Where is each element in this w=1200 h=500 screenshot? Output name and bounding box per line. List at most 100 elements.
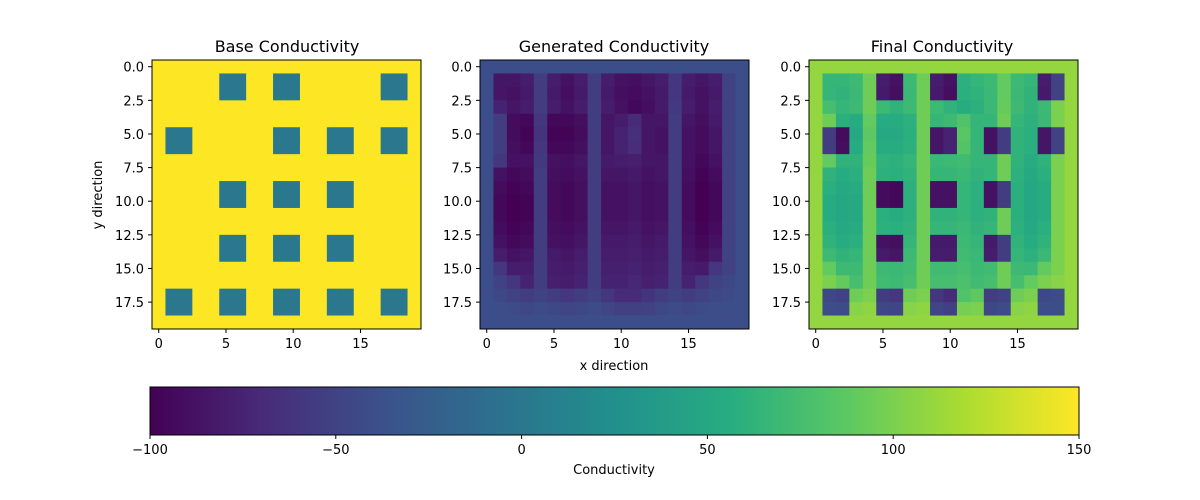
heatmap-cell	[641, 113, 656, 128]
heatmap-cell	[916, 234, 931, 249]
colorbar-tick-label: 150	[1067, 443, 1092, 458]
heatmap-cell	[326, 127, 341, 142]
heatmap-cell	[340, 140, 355, 155]
heatmap-cell	[681, 167, 696, 182]
heatmap-cell	[205, 60, 220, 74]
heatmap-cell	[313, 113, 328, 128]
heatmap-cell	[178, 113, 193, 128]
heatmap-cell	[533, 315, 548, 330]
heatmap-final-cells	[809, 60, 1079, 330]
heatmap-cell	[506, 275, 521, 290]
heatmap-cell	[1037, 207, 1052, 222]
heatmap-cell	[152, 221, 166, 236]
heatmap-cell	[889, 140, 904, 155]
heatmap-cell	[809, 221, 823, 236]
heatmap-cell	[889, 113, 904, 128]
heatmap-cell	[299, 100, 314, 115]
heatmap-cell	[627, 315, 642, 330]
heatmap-cell	[533, 275, 548, 290]
heatmap-cell	[152, 302, 166, 316]
heatmap-cell	[178, 207, 193, 222]
heatmap-cell	[367, 113, 382, 128]
heatmap-cell	[943, 113, 958, 128]
heatmap-cell	[983, 167, 998, 182]
heatmap-cell	[506, 288, 521, 303]
heatmap-cell	[930, 302, 944, 316]
heatmap-cell	[614, 60, 629, 74]
heatmap-cell	[299, 221, 314, 236]
heatmap-cell	[340, 302, 355, 316]
heatmap-cell	[394, 234, 408, 249]
heatmap-cell	[326, 73, 341, 88]
heatmap-cell	[641, 221, 656, 236]
heatmap-cell	[668, 113, 683, 128]
heatmap-cell	[165, 302, 180, 316]
heatmap-cell	[520, 275, 535, 290]
heatmap-cell	[286, 234, 301, 249]
heatmap-cell	[205, 167, 220, 182]
heatmap-cell	[205, 140, 220, 155]
heatmap-cell	[480, 207, 494, 222]
heatmap-cell	[695, 221, 710, 236]
heatmap-cell	[614, 302, 629, 316]
heatmap-cell	[695, 167, 710, 182]
y-tick-label: 2.5	[780, 94, 801, 109]
heatmap-cell	[286, 302, 301, 316]
heatmap-cell	[259, 167, 274, 182]
heatmap-cell	[299, 167, 314, 182]
heatmap-cell	[916, 302, 931, 316]
heatmap-cell	[380, 194, 395, 209]
heatmap-cell	[1064, 207, 1079, 222]
heatmap-cell	[152, 181, 166, 195]
heatmap-cell	[587, 207, 602, 222]
heatmap-cell	[614, 140, 629, 155]
heatmap-cell	[219, 221, 234, 236]
heatmap-cell	[506, 127, 521, 142]
heatmap-cell	[1064, 302, 1079, 316]
heatmap-cell	[259, 261, 274, 276]
heatmap-cell	[480, 181, 494, 195]
y-tick-label: 5.0	[780, 128, 801, 143]
heatmap-cell	[1024, 275, 1039, 290]
heatmap-cell	[480, 167, 494, 182]
heatmap-cell	[849, 261, 864, 276]
heatmap-cell	[407, 100, 422, 115]
heatmap-cell	[849, 113, 864, 128]
x-tick-label: 5	[879, 337, 887, 352]
heatmap-cell	[587, 275, 602, 290]
colorbar-tick-label: 0	[517, 443, 525, 458]
heatmap-cell	[708, 234, 723, 249]
heatmap-cell	[219, 234, 234, 249]
heatmap-cell	[876, 234, 891, 249]
heatmap-cell	[394, 127, 408, 142]
y-tick-label: 12.5	[115, 229, 144, 244]
heatmap-cell	[862, 248, 877, 263]
heatmap-cell	[735, 248, 750, 263]
heatmap-cell	[708, 167, 723, 182]
heatmap-cell	[849, 140, 864, 155]
heatmap-cell	[493, 315, 508, 330]
heatmap-cell	[560, 275, 575, 290]
heatmap-cell	[340, 181, 355, 195]
heatmap-cell	[876, 221, 891, 236]
heatmap-cell	[862, 221, 877, 236]
heatmap-cell	[380, 113, 395, 128]
heatmap-cell	[587, 234, 602, 249]
heatmap-cell	[708, 154, 723, 168]
heatmap-cell	[394, 248, 408, 263]
heatmap-cell	[259, 100, 274, 115]
heatmap-cell	[560, 167, 575, 182]
heatmap-cell	[353, 207, 368, 222]
heatmap-cell	[809, 113, 823, 128]
heatmap-cell	[943, 261, 958, 276]
heatmap-cell	[601, 154, 615, 168]
heatmap-cell	[205, 181, 220, 195]
heatmap-cell	[533, 194, 548, 209]
y-tick-label: 12.5	[772, 229, 801, 244]
heatmap-cell	[547, 234, 562, 249]
y-tick-label: 15.0	[115, 262, 144, 277]
heatmap-cell	[943, 302, 958, 316]
heatmap-cell	[641, 167, 656, 182]
heatmap-cell	[862, 140, 877, 155]
heatmap-cell	[178, 100, 193, 115]
